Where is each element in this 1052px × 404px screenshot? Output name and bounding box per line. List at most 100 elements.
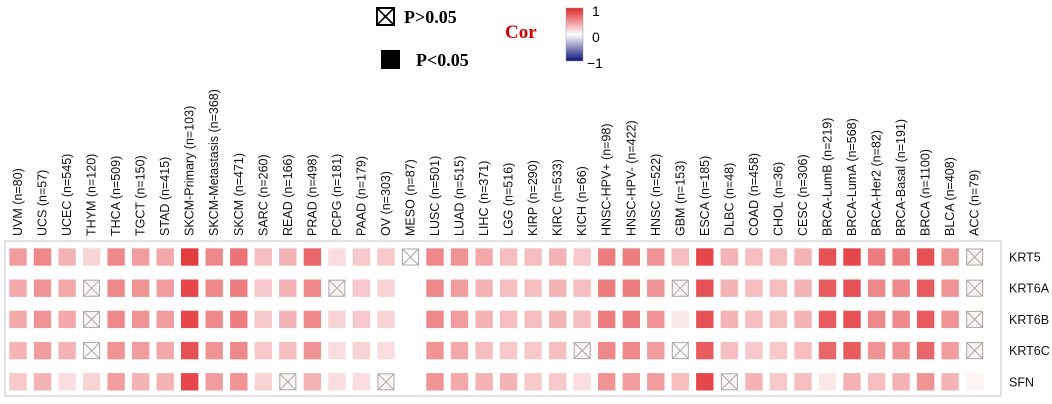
heatmap-cell bbox=[33, 310, 52, 329]
heatmap-cell bbox=[303, 247, 322, 267]
heatmap-cell bbox=[695, 372, 715, 392]
heatmap-cell bbox=[769, 247, 788, 267]
heatmap-cell bbox=[376, 247, 396, 267]
column-label: KIRC (n=533) bbox=[551, 159, 565, 236]
heatmap-cell bbox=[818, 372, 837, 392]
heatmap-cell bbox=[916, 341, 935, 360]
nonsig-mark bbox=[573, 342, 591, 360]
column-label: BRCA (n=1100) bbox=[919, 149, 933, 236]
heatmap-cell bbox=[720, 341, 739, 360]
heatmap-cell bbox=[82, 247, 101, 267]
heatmap-cell bbox=[33, 247, 52, 267]
column-label: HNSC-HPV+ (n=98) bbox=[600, 123, 614, 236]
heatmap-cell bbox=[425, 310, 445, 329]
nonsig-mark bbox=[401, 248, 419, 266]
column-label: BLCA (n=408) bbox=[943, 157, 957, 236]
heatmap-cell bbox=[597, 247, 617, 267]
column-label: LIHC (n=371) bbox=[477, 161, 491, 236]
heatmap-cell bbox=[818, 310, 837, 329]
heatmap-cell bbox=[916, 372, 935, 392]
heatmap-cell bbox=[572, 310, 592, 329]
heatmap-cell bbox=[425, 278, 445, 298]
heatmap-cell bbox=[425, 247, 445, 267]
column-label: SKCM (n=471) bbox=[232, 153, 246, 236]
heatmap-cell bbox=[278, 247, 298, 267]
heatmap-cell bbox=[793, 372, 813, 392]
heatmap-cell bbox=[33, 372, 52, 392]
column-label: STAD (n=415) bbox=[158, 157, 172, 236]
heatmap-cell bbox=[278, 341, 298, 360]
heatmap-cell bbox=[229, 247, 249, 267]
heatmap-cell bbox=[425, 341, 445, 360]
heatmap-cell bbox=[131, 278, 150, 298]
heatmap-cell bbox=[229, 341, 249, 360]
column-label: BRCA-Her2 (n=82) bbox=[870, 130, 884, 236]
heatmap-cell bbox=[376, 341, 396, 360]
heatmap-cell bbox=[891, 278, 911, 298]
heatmap-cell bbox=[572, 247, 592, 267]
heatmap-cell bbox=[818, 278, 837, 298]
column-label: THYM (n=120) bbox=[85, 154, 99, 236]
heatmap-cell bbox=[621, 341, 641, 360]
heatmap-cell bbox=[818, 341, 837, 360]
heatmap-cell bbox=[82, 372, 101, 392]
nonsig-mark bbox=[966, 310, 984, 328]
heatmap-cell bbox=[450, 278, 469, 298]
heatmap-cell bbox=[8, 247, 28, 267]
nonsig-mark bbox=[671, 342, 689, 360]
nonsig-mark bbox=[966, 279, 984, 297]
heatmap-cell bbox=[744, 247, 764, 267]
heatmap-cell bbox=[646, 247, 666, 267]
heatmap-cell bbox=[720, 247, 739, 267]
colorbar-tick-mid: 0 bbox=[592, 29, 600, 45]
heatmap-cell bbox=[793, 278, 813, 298]
heatmap-cell bbox=[327, 310, 347, 329]
heatmap-cell bbox=[376, 310, 396, 329]
column-label: PAAD (n=179) bbox=[354, 156, 368, 236]
heatmap-cell bbox=[106, 278, 126, 298]
column-label: LUSC (n=501) bbox=[428, 156, 442, 236]
column-label: OV (n=303) bbox=[379, 171, 393, 236]
column-label: HNSC (n=522) bbox=[649, 154, 663, 236]
heatmap-cell bbox=[327, 372, 347, 392]
heatmap-cell bbox=[916, 310, 935, 329]
heatmap-cell bbox=[57, 310, 77, 329]
heatmap-cell bbox=[940, 310, 960, 329]
heatmap-cell bbox=[695, 341, 715, 360]
heatmap-cell bbox=[720, 310, 739, 329]
heatmap-cell bbox=[254, 372, 273, 392]
legend-nonsig-symbol bbox=[376, 7, 395, 26]
heatmap-cell bbox=[965, 372, 985, 392]
heatmap-cell bbox=[450, 372, 469, 392]
heatmap-cell bbox=[474, 341, 494, 360]
heatmap-cell bbox=[597, 341, 617, 360]
column-label: UVM (n=80) bbox=[11, 168, 25, 236]
heatmap-cell bbox=[352, 247, 371, 267]
heatmap-cell bbox=[425, 372, 445, 392]
heatmap-cell bbox=[646, 341, 666, 360]
heatmap-cell bbox=[695, 310, 715, 329]
heatmap-cell bbox=[229, 310, 249, 329]
nonsig-mark bbox=[328, 279, 346, 297]
heatmap-cell bbox=[155, 341, 175, 360]
column-label: PRAD (n=498) bbox=[305, 154, 319, 236]
column-label: KICH (n=66) bbox=[575, 166, 589, 236]
heatmap-cell bbox=[474, 310, 494, 329]
heatmap-cell bbox=[744, 310, 764, 329]
heatmap-cell bbox=[180, 247, 199, 267]
heatmap-cell bbox=[131, 310, 150, 329]
heatmap-cell bbox=[744, 372, 764, 392]
heatmap-cell bbox=[450, 310, 469, 329]
heatmap-cell bbox=[916, 247, 935, 267]
heatmap-cell bbox=[621, 278, 641, 298]
heatmap-cell bbox=[450, 341, 469, 360]
heatmap-cell bbox=[842, 372, 862, 392]
heatmap-cell bbox=[842, 310, 862, 329]
nonsig-mark bbox=[720, 373, 738, 391]
row-labels: KRT5 KRT6A KRT6B KRT6C SFN bbox=[1009, 251, 1050, 390]
heatmap-cell bbox=[155, 372, 175, 392]
heatmap-cell bbox=[548, 372, 568, 392]
heatmap-cell bbox=[57, 341, 77, 360]
nonsig-mark bbox=[966, 342, 984, 360]
